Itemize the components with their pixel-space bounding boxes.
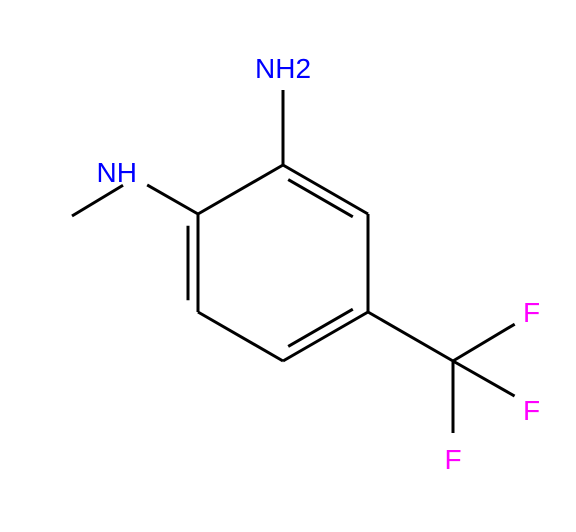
molecule-diagram: NH2 NH F F F <box>0 0 576 532</box>
bond-c5-c6 <box>283 165 368 214</box>
atom-labels-group: NH2 NH F F F <box>97 53 541 475</box>
atom-label-f11: F <box>444 444 461 475</box>
bond-c4-c10 <box>368 312 453 361</box>
atom-label-n8: NH <box>97 157 137 188</box>
bond-c10-f12 <box>453 361 515 396</box>
atom-label-f13: F <box>523 297 540 328</box>
bond-c2-c3 <box>198 312 283 361</box>
atom-label-f12: F <box>523 395 540 426</box>
bond-c3-c4 <box>283 312 368 361</box>
bonds-group <box>72 90 515 433</box>
bond-n8-c9 <box>72 185 123 216</box>
bond-c10-f13 <box>453 324 515 361</box>
bond-c6-c1 <box>198 165 283 214</box>
atom-label-n7: NH2 <box>255 53 311 84</box>
bond-c1-n8 <box>147 185 198 214</box>
